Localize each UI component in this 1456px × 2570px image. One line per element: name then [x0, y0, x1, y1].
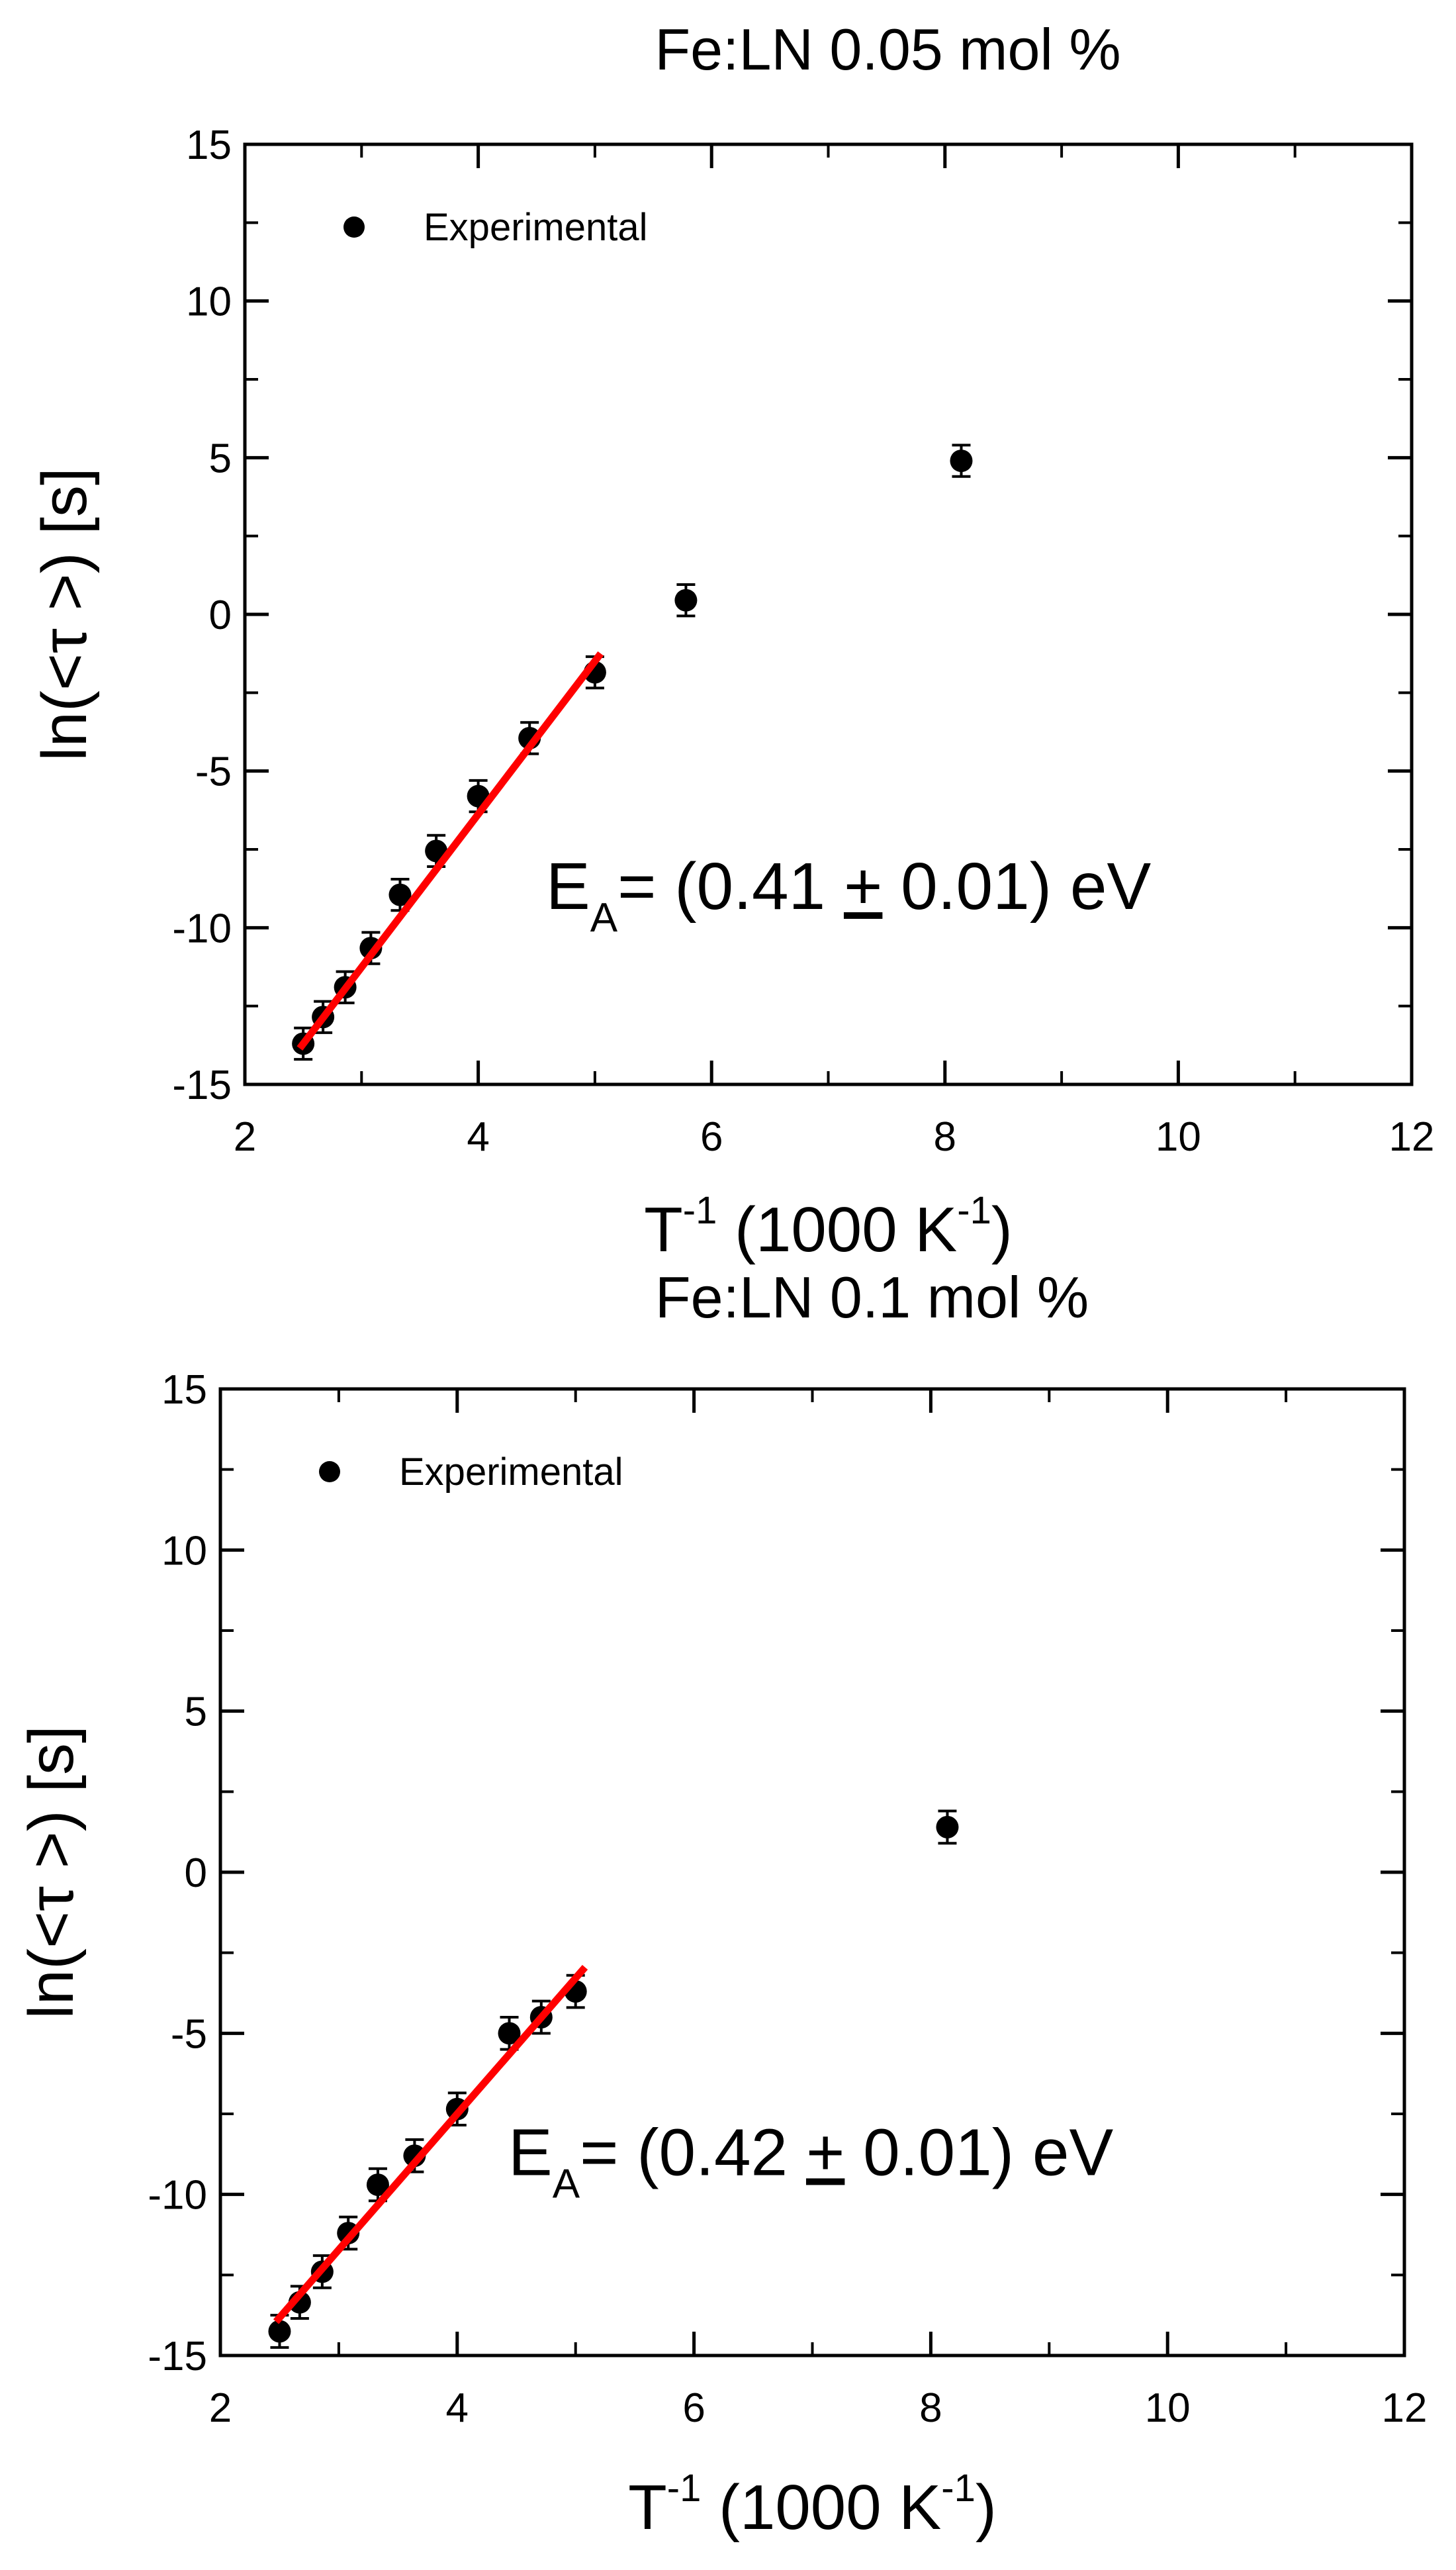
x-tick-label: 4	[446, 2385, 469, 2431]
x-tick-label: 2	[209, 2385, 232, 2431]
x-tick-label: 10	[1145, 2385, 1191, 2431]
legend-label: Experimental	[399, 1451, 623, 1494]
x-axis-label-sup: -1	[667, 2467, 702, 2510]
y-tick-label: -5	[195, 749, 232, 795]
x-axis-label-sup: -1	[683, 1189, 717, 1232]
y-tick-label: 5	[209, 436, 232, 481]
y-tick-label: 0	[209, 593, 232, 638]
activation-energy-annotation: EA= (0.42 + 0.01) eV	[508, 2115, 1113, 2207]
annotation-error: 0.01) eV	[882, 849, 1151, 924]
x-tick-label: 6	[700, 1114, 723, 1160]
x-axis-label-mid: (1000 K	[701, 2472, 941, 2543]
y-tick-label: -5	[171, 2011, 207, 2057]
annotation-value: = (0.42	[580, 2115, 806, 2189]
y-tick-label: 10	[186, 279, 232, 325]
chart-panel-1: Fe:LN 0.05 mol %2 4 6 8 10 12-15-10-5051015T-…	[29, 17, 1434, 1265]
x-axis-label-main: T	[628, 2472, 667, 2543]
x-axis-label-sup2: -1	[941, 2467, 976, 2510]
x-axis-label: T-1 (1000 K-1)	[644, 1189, 1013, 1265]
x-axis-label-main: T	[644, 1194, 683, 1265]
y-axis-label: ln(<τ >) [s]	[29, 467, 100, 761]
y-tick-label: 15	[186, 122, 232, 168]
y-tick-label: 10	[161, 1528, 207, 1574]
x-tick-label: 12	[1389, 1114, 1435, 1160]
x-tick-label: 12	[1382, 2385, 1428, 2431]
data-point	[498, 2022, 521, 2045]
annotation-error: 0.01) eV	[844, 2115, 1113, 2189]
y-tick-label: -15	[172, 1063, 232, 1108]
fit-line	[296, 651, 604, 1051]
data-point	[950, 450, 973, 473]
x-tick-label: 2	[234, 1114, 256, 1160]
x-axis-label-end: )	[991, 1194, 1013, 1265]
annotation-value: = (0.41	[617, 849, 844, 924]
annotation-e: E	[508, 2115, 553, 2189]
y-tick-label: 5	[185, 1690, 207, 1735]
legend-marker	[319, 1461, 340, 1482]
x-axis-label-mid: (1000 K	[717, 1194, 957, 1265]
legend-marker	[343, 216, 365, 238]
x-axis-label-end: )	[976, 2472, 997, 2543]
y-tick-label: 15	[161, 1367, 207, 1413]
activation-energy-annotation: EA= (0.41 + 0.01) eV	[546, 849, 1151, 941]
data-point	[366, 2173, 389, 2197]
data-point	[268, 2320, 291, 2343]
x-tick-label: 8	[934, 1114, 956, 1160]
annotation-sub: A	[553, 2161, 580, 2207]
x-axis-label-sup2: -1	[957, 1189, 991, 1232]
annotation-pm: +	[806, 2115, 844, 2189]
data-point	[388, 883, 412, 906]
x-axis-label: T-1 (1000 K-1)	[628, 2467, 997, 2543]
fit-line	[273, 1964, 588, 2324]
annotation-e: E	[546, 849, 590, 924]
y-axis-label: ln(<τ >) [s]	[16, 1725, 87, 2019]
data-point	[936, 1815, 959, 1838]
x-tick-label: 6	[682, 2385, 705, 2431]
chart-panel-2: Fe:LN 0.1 mol %2 4 6 8 10 12-15-10-5051015T-1…	[16, 1264, 1427, 2543]
x-tick-label: 4	[467, 1114, 489, 1160]
chart-title: Fe:LN 0.05 mol %	[655, 17, 1120, 82]
y-tick-label: -15	[148, 2334, 207, 2379]
legend-label: Experimental	[424, 206, 647, 249]
plot-frame	[243, 142, 1414, 1086]
x-tick-label: 10	[1156, 1114, 1201, 1160]
chart-title: Fe:LN 0.1 mol %	[655, 1264, 1089, 1330]
x-tick-label: 8	[919, 2385, 942, 2431]
data-point	[674, 589, 698, 612]
plot-frame	[218, 1387, 1406, 2357]
annotation-pm: +	[844, 849, 882, 924]
y-tick-label: -10	[148, 2173, 207, 2218]
annotation-sub: A	[590, 895, 618, 941]
y-tick-label: -10	[172, 906, 232, 951]
y-tick-label: 0	[185, 1850, 207, 1896]
